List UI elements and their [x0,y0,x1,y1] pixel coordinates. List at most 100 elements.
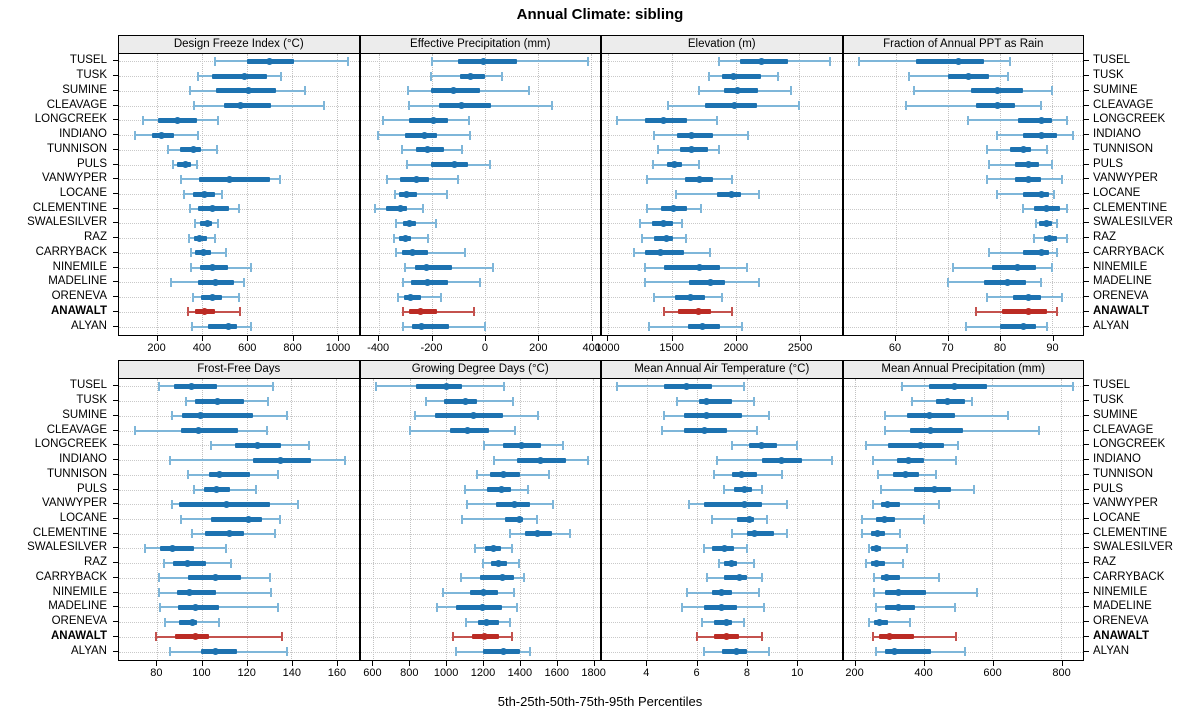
station-label: NINEMILE [52,260,107,273]
x-tick-label: 80 [150,667,163,679]
median-dot [442,382,450,390]
station-tick [1084,562,1089,564]
x-tick [800,336,802,341]
median-dot [424,146,432,154]
whisker-cap-95th [938,499,941,509]
interquartile-bar [181,413,254,419]
whisker-cap-95th [547,470,550,480]
x-tick [593,661,595,666]
whisker-cap-95th [213,233,216,243]
station-label: RAZ [84,231,107,244]
x-tick-label: 400 [192,342,212,354]
median-dot [872,559,880,567]
station-tick [113,148,118,150]
whisker-cap-5th [194,218,197,228]
whisker-cap-95th [753,396,756,406]
whisker-cap-5th [723,485,726,495]
whisker-cap-95th [753,558,756,568]
whisker-cap-5th [188,204,191,214]
whisker-cap-95th [721,292,724,302]
row-gridline [360,208,600,210]
station-tick [113,310,118,312]
whisker-cap-5th [883,411,886,421]
whisker-cap-5th [871,499,874,509]
row-gridline [843,208,1083,210]
station-tick [1084,310,1089,312]
station-label: RAZ [84,556,107,569]
x-tick-label: 8 [743,667,750,679]
interquartile-bar [198,176,270,182]
whisker-cap-95th [238,204,241,214]
median-dot [236,102,244,110]
median-dot [916,441,924,449]
x-tick [378,336,380,341]
whisker-cap-95th [741,322,744,332]
whisker-cap-5th [376,130,379,140]
interquartile-bar [207,324,238,330]
station-label: INDIANO [1093,128,1141,141]
whisker-cap-5th [163,617,166,627]
station-label: LONGCREEK [34,438,107,451]
whisker-cap-5th [975,307,978,317]
whisker-cap-95th [1053,189,1056,199]
whisker-cap-5th [667,101,670,111]
station-tick [1084,503,1089,505]
row-gridline [119,164,359,166]
interquartile-bar [910,428,964,434]
median-dot [703,412,711,420]
x-tick [895,336,896,341]
x-axis: 600 800 1000 1200 1400 1600 1800 [360,661,606,683]
percentile-whisker [394,193,447,195]
x-tick-label: 1600 [544,667,569,679]
median-dot [1037,116,1045,124]
interquartile-bar [724,575,747,581]
x-tick-label: 0 [481,342,488,354]
station-tick [1084,75,1089,77]
whisker-cap-5th [414,411,417,421]
median-dot [1043,219,1051,227]
variable-panel: Effective Precipitation (mm) [359,35,601,336]
median-dot [1019,146,1027,154]
whisker-cap-5th [179,514,182,524]
whisker-cap-5th [185,396,188,406]
median-dot [728,559,736,567]
whisker-cap-95th [975,588,978,598]
whisker-cap-5th [158,573,161,583]
x-tick [992,661,994,666]
station-label: ORENEVA [51,290,107,303]
whisker-cap-95th [238,292,241,302]
row-gridline [119,194,359,195]
interquartile-bar [879,634,914,640]
whisker-cap-95th [934,470,937,480]
interquartile-bar [704,501,762,507]
whisker-cap-95th [216,218,219,228]
row-gridline [843,179,1083,181]
whisker-cap-95th [461,145,464,155]
median-dot [200,308,208,316]
station-tick [1084,518,1089,519]
median-dot [703,397,711,405]
x-tick [247,336,249,341]
whisker-cap-5th [143,543,146,553]
whisker-cap-5th [187,233,190,243]
whisker-cap-95th [957,440,960,450]
station-label: SUMINE [62,83,107,96]
whisker-cap-95th [970,396,973,406]
median-dot [993,102,1001,110]
station-label: ALYAN [70,644,107,657]
station-tick [1084,650,1089,652]
median-dot [882,574,890,582]
station-tick [113,134,118,136]
station-label: PULS [1093,157,1124,170]
median-dot [457,102,465,110]
median-dot [738,471,746,479]
interquartile-bar [684,413,742,419]
median-dot [499,471,507,479]
whisker-cap-5th [688,499,691,509]
median-dot [537,456,545,464]
station-tick [1084,606,1089,608]
median-dot [951,382,959,390]
median-dot [429,116,437,124]
median-dot [204,219,212,227]
whisker-cap-95th [1061,292,1064,302]
